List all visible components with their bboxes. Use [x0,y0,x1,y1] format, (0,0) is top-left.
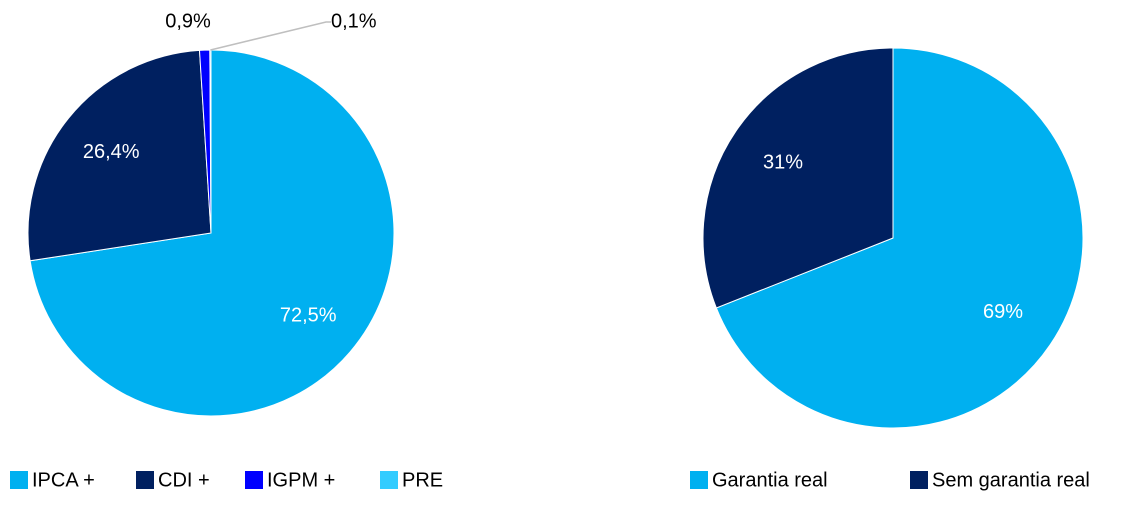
legend-label: Sem garantia real [932,469,1090,491]
data-label: 0,9% [165,10,211,32]
leader-line [210,21,331,51]
legend-swatch [910,471,928,489]
legend-swatch [136,471,154,489]
data-label: 0,1% [331,10,377,32]
pie-slice [715,47,1084,429]
data-label: 69% [983,301,1023,323]
legend-label: IGPM + [267,469,335,491]
pie-slice [29,49,395,417]
legend-swatch [380,471,398,489]
pie-slice [27,49,212,262]
legend-label: CDI + [158,469,210,491]
data-label: 31% [763,152,803,174]
legend-label: Garantia real [712,469,828,491]
legend-label: PRE [402,469,443,491]
legend-swatch [690,471,708,489]
data-label: 26,4% [83,141,140,163]
legend-label: IPCA + [32,469,95,491]
legend-swatch [245,471,263,489]
pie-slice [702,47,894,309]
legend-swatch [10,471,28,489]
data-label: 72,5% [280,305,337,327]
